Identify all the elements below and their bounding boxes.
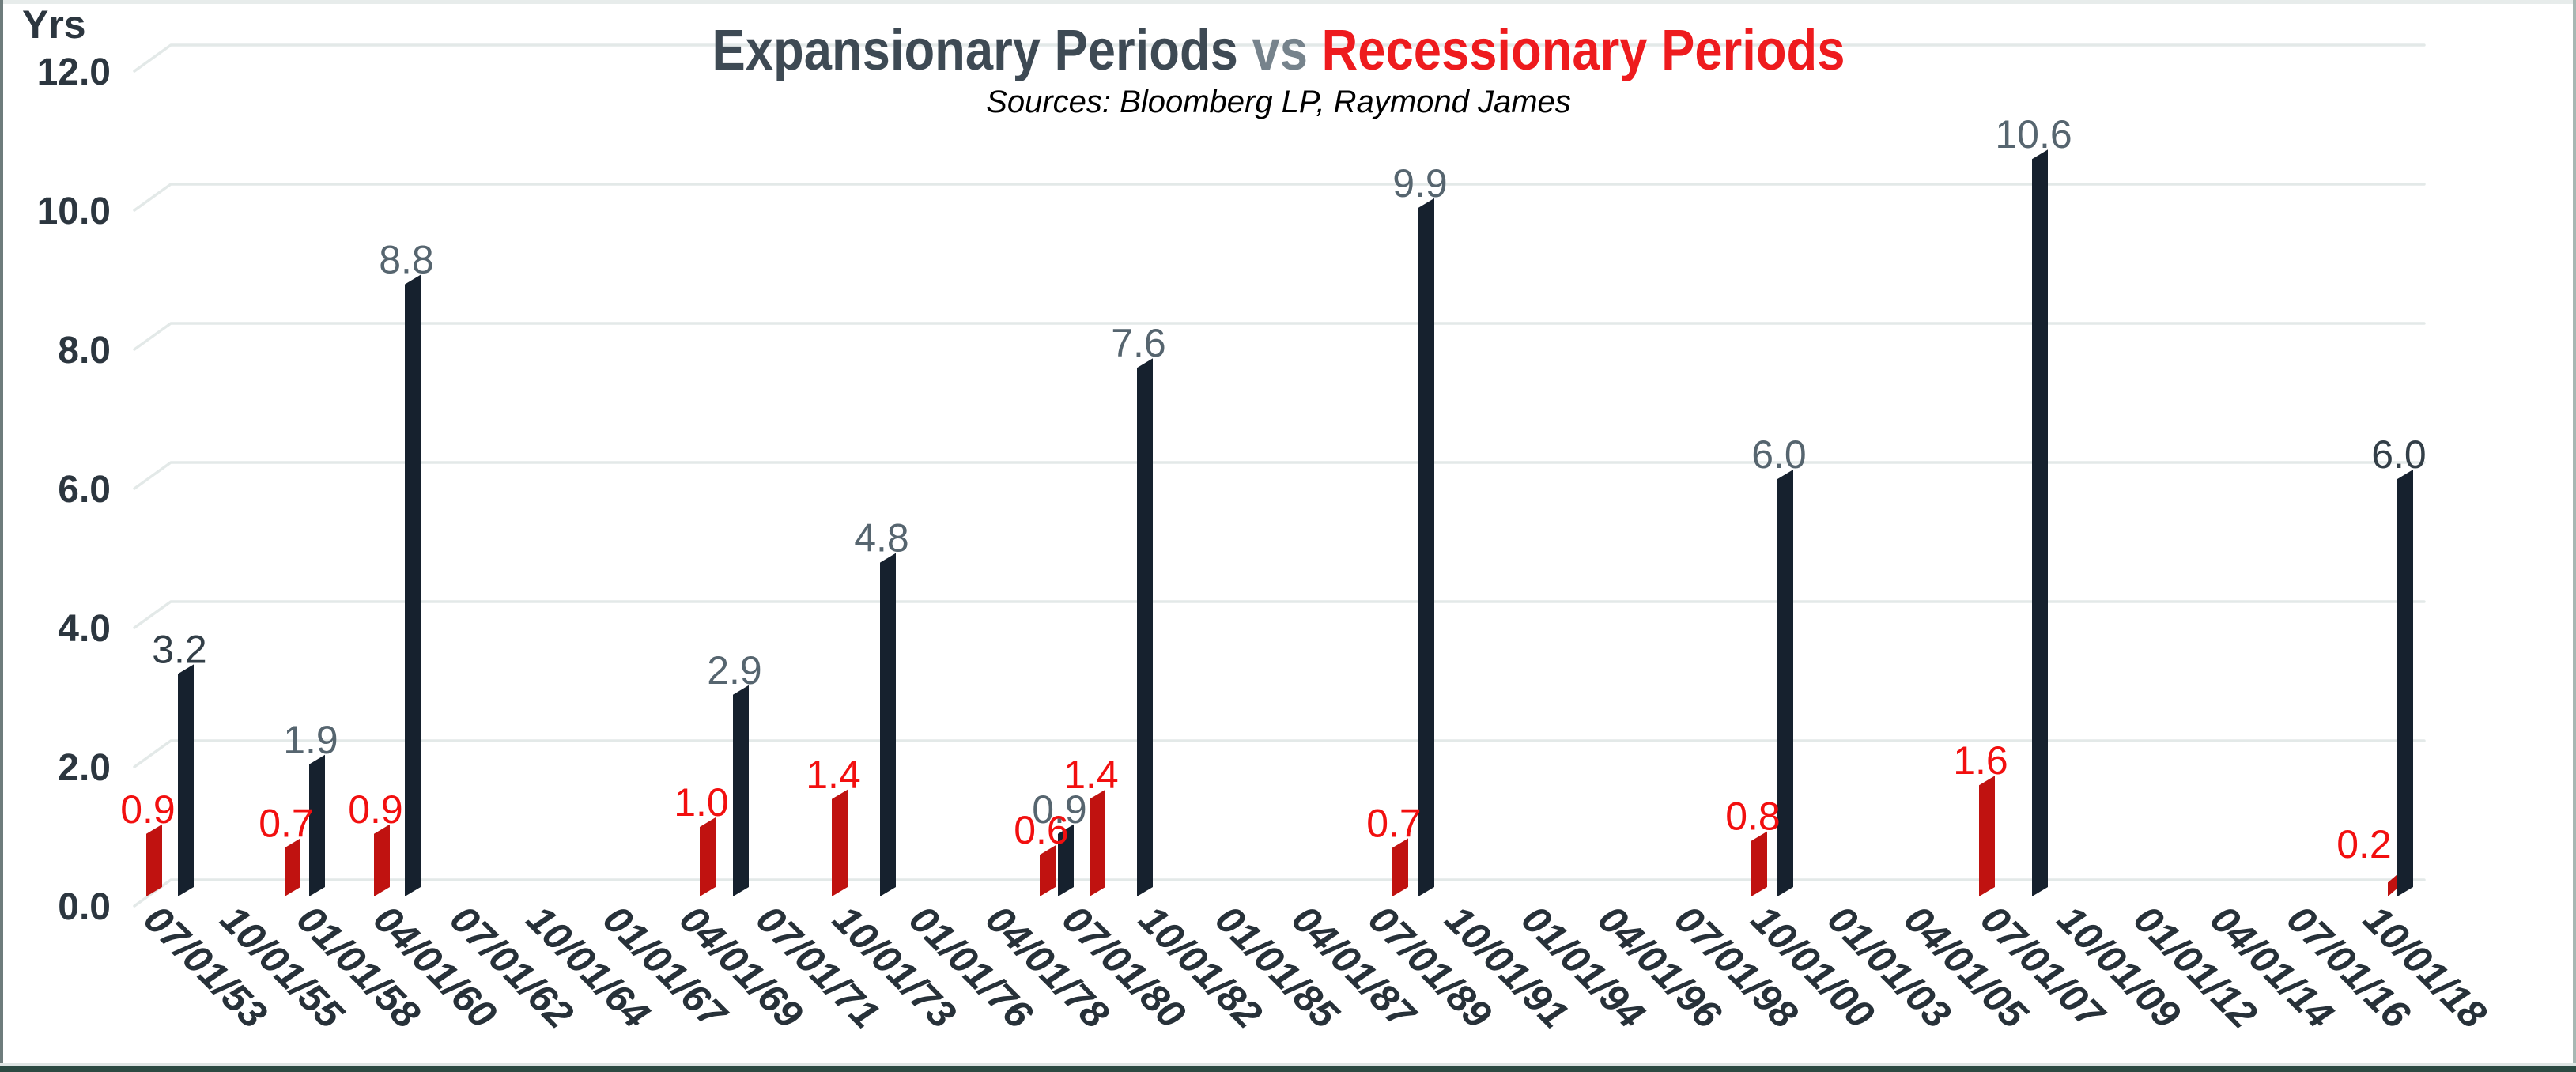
title-recessionary: Recessionary Periods	[1322, 19, 1845, 82]
y-axis-unit-label: Yrs	[22, 2, 86, 47]
expansion-value-label: 9.9	[1392, 161, 1448, 206]
expansion-bar	[2032, 149, 2048, 896]
gridlines	[133, 43, 2426, 908]
gridline	[133, 183, 2426, 212]
recession-bar	[700, 817, 716, 896]
expansion-value-label: 10.6	[1995, 112, 2072, 157]
expansion-bar	[733, 685, 749, 896]
expansion-value-label: 1.9	[283, 718, 338, 762]
frame-right-edge	[2573, 0, 2576, 1072]
expansion-bar	[1777, 470, 1793, 896]
expansion-value-label: 0.9	[1032, 787, 1087, 832]
recession-value-label: 1.0	[674, 780, 729, 825]
expansion-value-label: 6.0	[1751, 432, 1807, 477]
y-axis-tick-label: 0.0	[58, 886, 111, 928]
gridline	[133, 322, 2426, 351]
expansion-bar	[309, 754, 325, 896]
recession-value-label: 1.6	[1953, 738, 2008, 783]
recession-value-label: 0.9	[348, 787, 403, 832]
expansion-bar	[880, 553, 896, 896]
gridline	[133, 878, 2426, 908]
recession-bar	[374, 824, 390, 896]
expansion-value-label: 7.6	[1111, 321, 1166, 365]
recession-bar	[1090, 789, 1105, 896]
bars	[146, 149, 2413, 897]
y-axis-tick-label: 2.0	[58, 747, 111, 789]
recession-value-label: 0.2	[2336, 822, 2392, 866]
expansion-value-label: 8.8	[379, 238, 434, 282]
frame-left-edge	[0, 0, 3, 1072]
y-axis-tick-label: 12.0	[37, 51, 111, 93]
title-expansionary: Expansionary Periods	[712, 19, 1238, 82]
frame-top-edge	[0, 0, 2576, 4]
recession-value-label: 0.9	[120, 787, 176, 832]
recession-value-label: 1.4	[806, 753, 861, 797]
expansion-value-label: 2.9	[707, 648, 762, 693]
recession-bar	[146, 824, 162, 896]
recession-bar	[1040, 845, 1056, 896]
expansion-bar	[178, 664, 194, 896]
recession-bar	[1979, 776, 1995, 896]
frame-bottom-light-edge	[0, 1063, 2576, 1066]
expansion-value-label: 6.0	[2371, 432, 2427, 477]
recession-bar	[1751, 831, 1767, 896]
chart-subtitle: Sources: Bloomberg LP, Raymond James	[986, 85, 1571, 119]
expansion-value-label: 3.2	[152, 627, 207, 671]
gridline	[133, 739, 2426, 768]
axis-labels: 0.02.04.06.08.010.012.007/01/5310/01/550…	[37, 51, 2495, 1038]
recession-value-label: 0.8	[1725, 795, 1781, 839]
chart-title: Expansionary Periods vs Recessionary Per…	[712, 19, 1845, 82]
data-labels: 0.9 0.7 0.9 1.0 1.4 0.6 1.4 0.7 0.8 1.6 0.2 3.2 1.9 8…	[120, 112, 2427, 866]
y-axis-tick-label: 4.0	[58, 608, 111, 650]
recession-value-label: 1.4	[1063, 753, 1119, 797]
frame-bottom-dark-edge	[0, 1066, 2576, 1072]
expansion-bar	[2397, 470, 2413, 896]
title-vs: vs	[1238, 19, 1322, 82]
recession-value-label: 0.6	[1014, 808, 1069, 852]
expansion-bar	[1137, 358, 1153, 896]
recession-bar	[1392, 838, 1408, 896]
gridline	[133, 600, 2426, 629]
y-axis-tick-label: 10.0	[37, 191, 111, 232]
expansion-bar	[1058, 824, 1074, 896]
y-axis-tick-label: 6.0	[58, 469, 111, 511]
gridline	[133, 43, 2426, 73]
recession-bar	[2388, 873, 2399, 896]
recession-bar	[285, 838, 300, 896]
expansion-bar	[1418, 198, 1434, 897]
recession-bar	[832, 789, 848, 896]
y-axis-tick-label: 8.0	[58, 330, 111, 372]
expansion-value-label: 4.8	[854, 516, 909, 561]
gridline	[133, 461, 2426, 490]
recession-value-label: 0.7	[259, 801, 314, 845]
recession-value-label: 0.7	[1366, 801, 1422, 845]
expansion-bar	[405, 274, 421, 897]
